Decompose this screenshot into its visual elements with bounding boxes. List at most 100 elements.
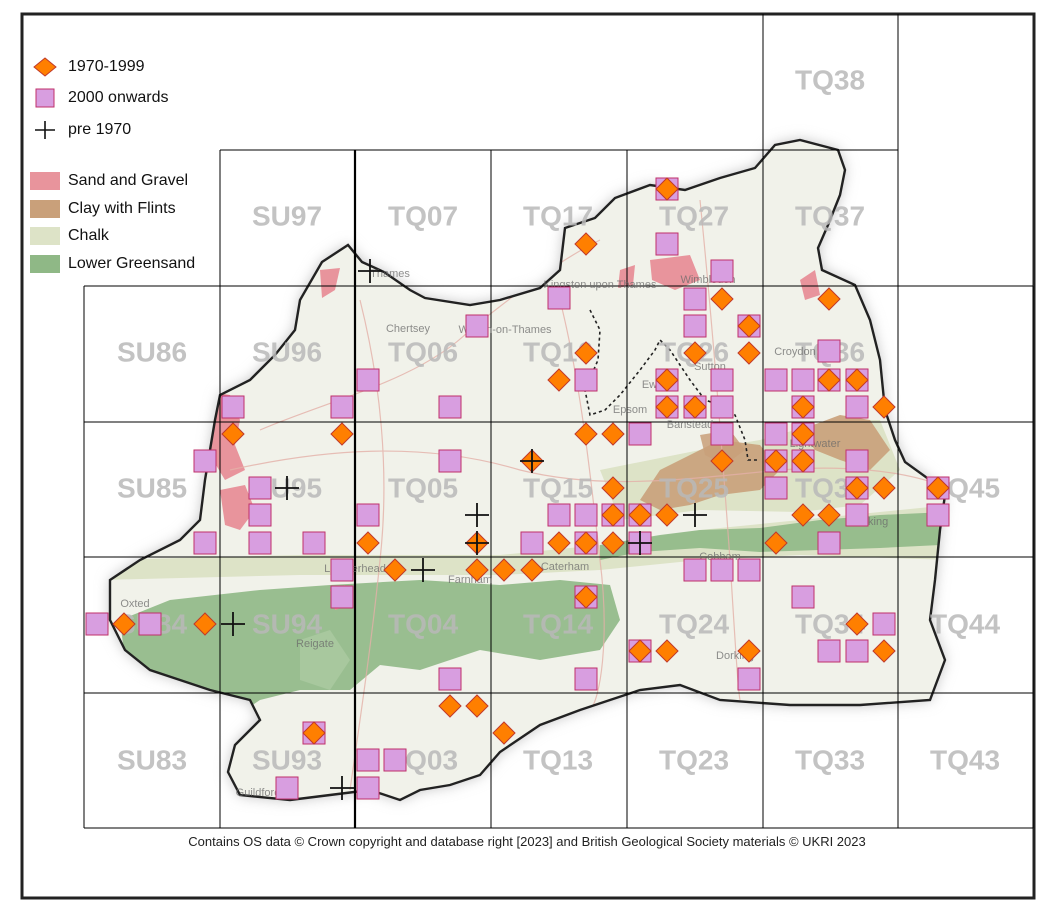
record-2000-onwards	[465, 314, 489, 338]
chalk-swatch	[30, 227, 60, 245]
grid-label-tq04: TQ04	[388, 608, 458, 639]
record-2000-onwards	[791, 368, 815, 392]
place-label: Reigate	[296, 638, 334, 650]
record-pre-1970	[411, 558, 435, 582]
grid-label-tq14: TQ14	[523, 608, 593, 639]
sand-gravel-d	[650, 255, 700, 290]
record-2000-onwards	[330, 585, 354, 609]
record-1970-1999	[872, 639, 896, 663]
record-2000-onwards	[574, 368, 598, 392]
legend-label: Chalk	[68, 227, 109, 244]
record-1970-1999	[683, 395, 707, 419]
diamond-icon	[33, 57, 57, 77]
record-pre-1970	[465, 503, 489, 527]
record-2000-onwards	[221, 395, 245, 419]
square-icon	[35, 88, 55, 108]
record-layer	[85, 177, 950, 800]
record-1970-1999	[683, 341, 707, 365]
place-label: Farnham	[448, 574, 492, 586]
record-2000-onwards	[574, 667, 598, 691]
record-1970-1999	[601, 531, 625, 555]
record-1970-1999	[302, 721, 326, 745]
record-1970-1999	[628, 639, 652, 663]
record-1970-1999	[547, 368, 571, 392]
grid-label-tq27: TQ27	[659, 200, 729, 231]
record-1970-1999	[655, 177, 679, 201]
record-1970-1999	[655, 503, 679, 527]
cross-icon	[35, 121, 55, 139]
record-2000-onwards	[302, 531, 326, 555]
grid-label-su96: SU96	[252, 336, 322, 367]
record-1970-1999	[574, 531, 598, 555]
place-label: Epsom	[613, 404, 647, 416]
grid-label-tq38: TQ38	[795, 64, 865, 95]
record-1970-1999	[601, 476, 625, 500]
record-2000-onwards	[845, 503, 869, 527]
record-pre-1970	[330, 776, 354, 800]
grid-label-su85: SU85	[117, 472, 187, 503]
place-label: Caterham	[541, 561, 589, 573]
record-2000-onwards	[655, 232, 679, 256]
record-2000-onwards	[683, 558, 707, 582]
record-2000-onwards	[85, 612, 109, 636]
sand-gravel-c	[320, 268, 340, 298]
record-1970-1999	[492, 721, 516, 745]
record-2000-onwards	[248, 476, 272, 500]
record-1970-1999	[737, 314, 761, 338]
grid-label-su86: SU86	[117, 336, 187, 367]
clay-flints-swatch	[30, 200, 60, 218]
place-label: Chertsey	[386, 323, 431, 335]
record-1970-1999	[520, 558, 544, 582]
record-2000-onwards	[791, 585, 815, 609]
grid-label-tq24: TQ24	[659, 608, 729, 639]
record-2000-onwards	[764, 476, 788, 500]
record-1970-1999	[547, 531, 571, 555]
record-2000-onwards	[520, 531, 544, 555]
record-1970-1999	[710, 449, 734, 473]
record-1970-1999	[845, 612, 869, 636]
record-1970-1999	[465, 558, 489, 582]
record-2000-onwards	[356, 368, 380, 392]
grid-label-tq25: TQ25	[659, 472, 729, 503]
place-label: Croydon	[774, 346, 816, 358]
record-2000-onwards	[817, 339, 841, 363]
record-1970-1999	[791, 422, 815, 446]
record-1970-1999	[601, 422, 625, 446]
record-2000-onwards	[438, 667, 462, 691]
record-1970-1999	[492, 558, 516, 582]
record-2000-onwards	[764, 368, 788, 392]
lower-greensand-swatch	[30, 255, 60, 273]
record-1970-1999	[791, 503, 815, 527]
legend-label: Lower Greensand	[68, 255, 196, 272]
record-1970-1999	[872, 395, 896, 419]
record-1970-1999	[330, 422, 354, 446]
record-1970-1999	[193, 612, 217, 636]
record-1970-1999	[574, 422, 598, 446]
grid-label-tq23: TQ23	[659, 744, 729, 775]
record-1970-1999	[574, 341, 598, 365]
legend-label: 1970-1999	[68, 58, 145, 75]
record-2000-onwards	[710, 368, 734, 392]
record-2000-onwards	[547, 503, 571, 527]
grid-label-tq07: TQ07	[388, 200, 458, 231]
record-1970-1999	[817, 503, 841, 527]
chalk-north-downs	[110, 505, 945, 580]
record-2000-onwards	[710, 422, 734, 446]
record-pre-1970	[358, 259, 382, 283]
record-1970-1999	[791, 449, 815, 473]
place-label: Kingston upon Thames	[544, 279, 657, 291]
sand-gravel-b	[220, 485, 255, 530]
record-1970-1999	[655, 639, 679, 663]
record-pre-1970	[520, 449, 544, 473]
record-2000-onwards	[710, 259, 734, 283]
record-1970-1999	[383, 558, 407, 582]
legend-item-pre-1970: pre 1970	[30, 120, 131, 140]
record-1970-1999	[574, 232, 598, 256]
record-2000-onwards	[737, 558, 761, 582]
record-2000-onwards	[248, 531, 272, 555]
grid-label-su94: SU94	[252, 608, 322, 639]
record-2000-onwards	[683, 287, 707, 311]
grid-label-tq17: TQ17	[523, 200, 593, 231]
record-1970-1999	[628, 503, 652, 527]
